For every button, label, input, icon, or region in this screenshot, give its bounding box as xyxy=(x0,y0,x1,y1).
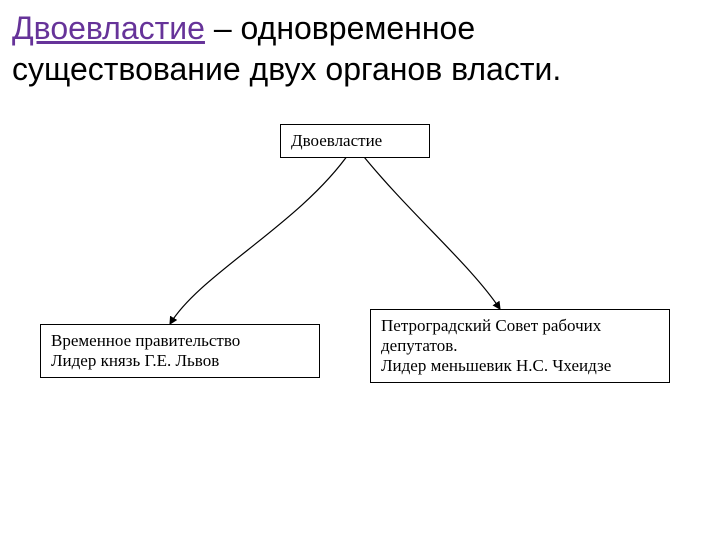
node-left: Временное правительствоЛидер князь Г.Е. … xyxy=(40,324,320,378)
node-line: депутатов. xyxy=(381,336,659,356)
node-right: Петроградский Совет рабочихдепутатов.Лид… xyxy=(370,309,670,383)
title-line: Двоевластие – одновременное существовани… xyxy=(12,10,561,87)
node-line: Петроградский Совет рабочих xyxy=(381,316,659,336)
node-line: Лидер меньшевик Н.С. Чхеидзе xyxy=(381,356,659,376)
edge xyxy=(170,152,350,324)
arrows-layer xyxy=(0,114,720,494)
edge xyxy=(360,152,500,309)
diagram-area: ДвоевластиеВременное правительствоЛидер … xyxy=(0,114,720,494)
node-line: Лидер князь Г.Е. Львов xyxy=(51,351,309,371)
page-title: Двоевластие – одновременное существовани… xyxy=(0,0,720,94)
title-term: Двоевластие xyxy=(12,10,205,46)
node-line: Временное правительство xyxy=(51,331,309,351)
node-root: Двоевластие xyxy=(280,124,430,158)
